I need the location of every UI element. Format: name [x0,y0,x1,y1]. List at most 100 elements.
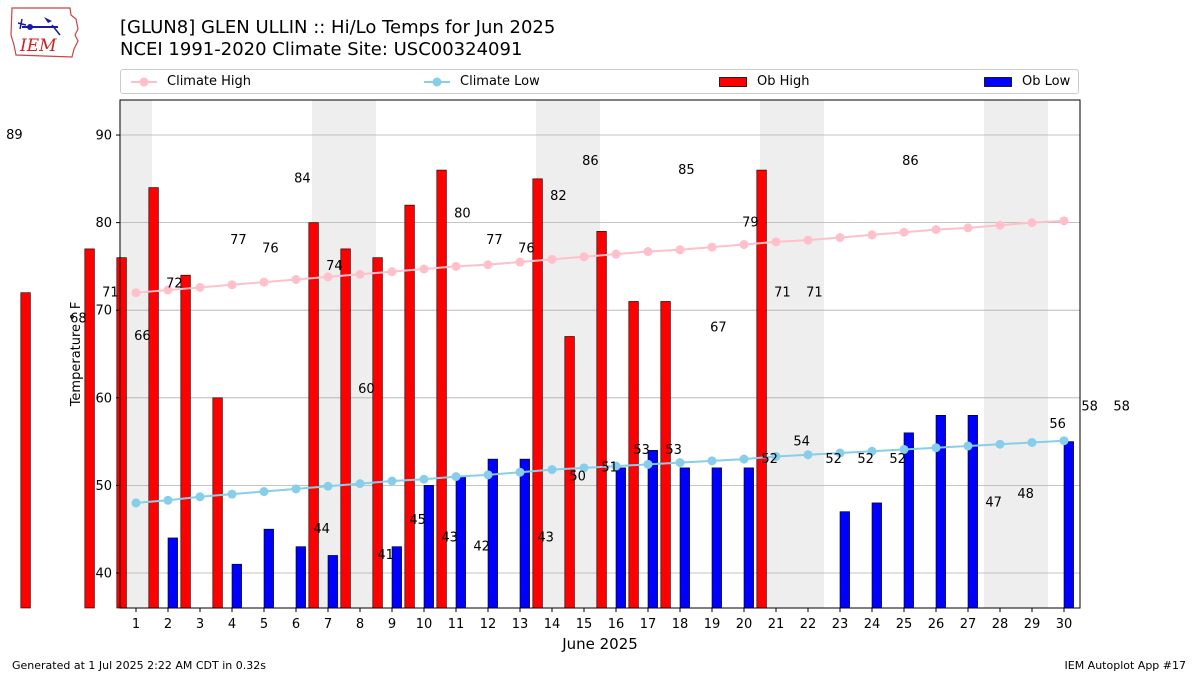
label-ob-low-day-24: 48 [1017,487,1034,502]
x-tick-label-7: 7 [324,617,332,632]
legend-ob-high-label: Ob High [757,74,810,89]
x-tick-label-8: 8 [356,617,364,632]
bar-ob-low-day-20 [743,467,754,609]
x-tick-label-21: 21 [768,617,785,632]
label-ob-high-day-11: 84 [294,172,311,187]
bar-ob-low-day-6 [295,546,306,609]
label-ob-low-day-6: 43 [441,531,458,546]
point-climate-high-day-16 [611,249,621,259]
label-ob-high-day-9: 77 [230,233,247,248]
x-tick-label-26: 26 [928,617,945,632]
label-ob-high-day-6: 66 [134,329,151,344]
x-tick-label-15: 15 [576,617,593,632]
point-climate-high-day-8 [355,269,365,279]
label-ob-high-day-25: 79 [742,215,759,230]
bar-ob-low-day-5 [263,528,274,609]
point-climate-low-day-8 [355,479,365,489]
x-tick-label-29: 29 [1024,617,1041,632]
x-tick-label-14: 14 [544,617,561,632]
x-tick-label-25: 25 [896,617,913,632]
legend-climate-low: Climate Low [424,70,540,93]
line-climate-low [135,439,1065,504]
bar-ob-low-day-2 [167,537,178,609]
label-ob-high-day-18: 76 [518,242,535,257]
point-climate-high-day-2 [163,285,173,295]
label-ob-high-day-20: 86 [582,154,599,169]
bar-ob-low-day-19 [711,467,722,609]
weekend-shade-28 [984,100,1016,608]
bar-ob-high-day-13 [212,397,223,609]
point-climate-high-day-4 [227,280,237,290]
y-tick-label-70: 70 [95,304,112,319]
bar-ob-low-day-30 [1063,441,1074,609]
y-tick-label-60: 60 [95,391,112,406]
bar-ob-low-day-10 [423,485,434,609]
line-climate-high [135,219,1065,294]
point-climate-low-day-30 [1059,436,1069,446]
bar-ob-high-day-17 [340,248,351,609]
point-climate-high-day-13 [515,257,525,267]
x-tick-label-28: 28 [992,617,1009,632]
point-climate-low-day-26 [931,443,941,453]
x-tick-label-6: 6 [292,617,300,632]
label-ob-low-day-17: 54 [793,434,810,449]
y-tick-label-80: 80 [95,216,112,231]
legend-ob-low-label: Ob Low [1022,74,1071,89]
point-climate-low-day-4 [227,489,237,499]
point-climate-high-day-29 [1027,218,1037,228]
x-axis-label: June 2025 [561,635,638,653]
bar-ob-low-day-18 [679,467,690,609]
label-ob-low-day-13: 53 [665,443,682,458]
legend-climate-low-swatch [424,77,450,86]
y-tick-label-90: 90 [95,129,112,144]
label-ob-low-day-10: 50 [569,469,586,484]
bar-ob-low-day-24 [871,502,882,609]
weekend-shade-29 [1016,100,1048,608]
x-tick-label-5: 5 [260,617,268,632]
x-tick-label-16: 16 [608,617,625,632]
label-ob-high-day-5: 71 [102,285,119,300]
point-climate-low-day-29 [1027,437,1037,447]
x-tick-label-20: 20 [736,617,753,632]
bar-ob-high-day-25 [596,231,607,609]
point-climate-low-day-25 [899,444,909,454]
point-climate-low-day-7 [323,481,333,491]
x-tick-label-2: 2 [164,617,172,632]
label-ob-low-day-19: 52 [857,452,874,467]
label-ob-high-day-13: 60 [358,382,375,397]
label-ob-low-day-25: 56 [1049,417,1066,432]
legend-ob-high: Ob High [719,70,810,93]
point-climate-high-day-21 [771,237,781,247]
x-tick-label-22: 22 [800,617,817,632]
point-climate-low-day-27 [963,441,973,451]
bar-ob-low-day-7 [327,555,338,609]
point-climate-low-day-21 [771,451,781,461]
y-tick-label-40: 40 [95,566,112,581]
bar-ob-high-day-7 [20,292,31,609]
label-ob-low-day-18: 52 [825,452,842,467]
point-climate-low-day-9 [387,476,397,486]
label-ob-low-day-2: 44 [313,522,330,537]
bar-ob-low-day-13 [519,458,530,609]
point-climate-low-day-15 [579,463,589,473]
label-ob-low-day-26: 58 [1081,399,1098,414]
point-climate-low-day-13 [515,467,525,477]
chart-title: [GLUN8] GLEN ULLIN :: Hi/Lo Temps for Ju… [120,17,556,38]
point-climate-high-day-1 [131,288,141,298]
point-climate-low-day-28 [995,439,1005,449]
legend-ob-low-swatch [984,76,1012,87]
label-ob-high-day-2: 89 [6,128,23,143]
chart-subtitle: NCEI 1991-2020 Climate Site: USC00324091 [120,39,523,60]
point-climate-high-day-9 [387,267,397,277]
point-climate-low-day-10 [419,474,429,484]
footer-generated: Generated at 1 Jul 2025 2:22 AM CDT in 0… [12,659,266,672]
label-ob-high-day-12: 74 [326,259,343,274]
point-climate-high-day-6 [291,275,301,285]
point-climate-high-day-23 [835,233,845,243]
point-climate-high-day-11 [451,261,461,271]
point-climate-high-day-18 [675,245,685,255]
x-tick-label-23: 23 [832,617,849,632]
point-climate-high-day-5 [259,277,269,287]
label-ob-high-day-10: 76 [262,242,279,257]
